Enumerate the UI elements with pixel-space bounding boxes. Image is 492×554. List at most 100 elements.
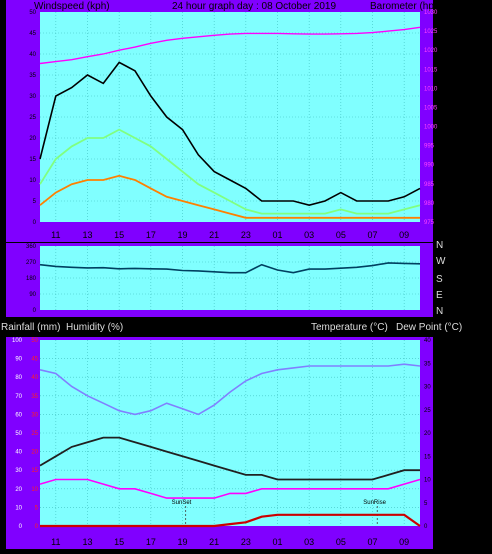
- x-tick-label: 15: [114, 230, 124, 240]
- y-tick-label: 30: [31, 412, 38, 418]
- y-tick-label: 5: [35, 505, 39, 511]
- y-tick-label: 360: [26, 244, 37, 250]
- y-tick-label: 30: [424, 385, 431, 391]
- y-tick-label: 25: [29, 115, 36, 121]
- top-x-axis: 11 13 15 17 19 21 23 01 03 05 07 09: [51, 230, 409, 240]
- gust-line: [39, 61, 421, 207]
- y-tick-label: 0: [33, 308, 37, 314]
- y-tick-label: 15: [29, 157, 36, 163]
- y-tick-label: 270: [26, 260, 37, 266]
- windspeed-axis-label: Windspeed (kph): [34, 1, 110, 12]
- direction-grid: [40, 246, 420, 310]
- y-tick-label: 30: [29, 94, 36, 100]
- humidity-line: [39, 363, 421, 416]
- x-tick-label: 15: [114, 537, 124, 547]
- y-tick-label: 1005: [424, 105, 438, 111]
- y-tick-label: 20: [15, 487, 22, 493]
- y-tick-label: 15: [31, 468, 38, 474]
- y-tick-label: 80: [15, 375, 22, 381]
- y-tick-label: 50: [29, 10, 36, 16]
- y-tick-label: 1020: [424, 48, 438, 54]
- barometer-line: [39, 26, 421, 65]
- y-tick-label: 20: [424, 431, 431, 437]
- y-tick-label: 1025: [424, 29, 438, 35]
- y-tick-label: 1015: [424, 67, 438, 73]
- x-tick-label: 05: [336, 230, 346, 240]
- x-tick-label: 03: [304, 230, 314, 240]
- rain-line: [40, 513, 421, 528]
- x-tick-label: 21: [209, 537, 219, 547]
- bottom-x-axis: 11 13 15 17 19 21 23 01 03 05 07 09: [51, 537, 409, 547]
- y-tick-label: 60: [15, 412, 22, 418]
- sunrise-label: SunRise: [363, 500, 386, 506]
- y-tick-label: 45: [31, 357, 38, 363]
- rainfall-axis-label: Rainfall (mm): [1, 322, 60, 333]
- x-tick-label: 11: [51, 230, 60, 240]
- direction-label-s: S: [436, 274, 443, 285]
- y-tick-label: 35: [29, 73, 36, 79]
- bottom-right-axis: 0 5 10 15 20 25 30 35 40: [424, 338, 431, 530]
- y-tick-label: 0: [424, 524, 428, 530]
- temperature-axis-label: Temperature (°C): [311, 322, 388, 333]
- label-strip-bg: [0, 318, 470, 336]
- x-tick-label: 19: [177, 537, 187, 547]
- humidity-axis-label: Humidity (%): [66, 322, 123, 333]
- y-tick-label: 100: [12, 338, 23, 344]
- x-tick-label: 23: [241, 537, 251, 547]
- y-tick-label: 0: [19, 524, 23, 530]
- x-tick-label: 01: [272, 230, 282, 240]
- direction-label-n1: N: [436, 240, 443, 251]
- y-tick-label: 15: [424, 454, 431, 460]
- low-wind-line: [39, 174, 420, 219]
- y-tick-label: 40: [31, 375, 38, 381]
- dew-point-axis-label: Dew Point (°C): [396, 322, 462, 333]
- y-tick-label: 10: [31, 487, 38, 493]
- y-tick-label: 50: [31, 338, 38, 344]
- x-tick-label: 01: [272, 537, 282, 547]
- y-tick-label: 40: [15, 450, 22, 456]
- y-tick-label: 20: [29, 136, 36, 142]
- y-tick-label: 40: [29, 52, 36, 58]
- sun-markers: SunSet SunRise: [172, 500, 387, 526]
- y-tick-label: 35: [424, 361, 431, 367]
- x-tick-label: 11: [51, 537, 60, 547]
- y-tick-label: 180: [26, 276, 37, 282]
- dew-point-line: [39, 478, 421, 499]
- y-tick-label: 975: [424, 220, 435, 226]
- y-tick-label: 50: [15, 431, 22, 437]
- x-tick-label: 05: [336, 537, 346, 547]
- avg-wind-line: [39, 128, 421, 215]
- bottom-series: [39, 363, 421, 528]
- x-tick-label: 13: [82, 537, 92, 547]
- x-tick-label: 03: [304, 537, 314, 547]
- y-tick-label: 5: [33, 199, 37, 205]
- y-tick-label: 20: [31, 450, 38, 456]
- y-tick-label: 1000: [424, 125, 438, 131]
- y-tick-label: 980: [424, 201, 435, 207]
- barometer-axis-label: Barometer (hpa): [370, 1, 443, 12]
- y-tick-label: 1010: [424, 86, 438, 92]
- y-tick-label: 10: [15, 505, 22, 511]
- y-tick-label: 1030: [424, 10, 438, 16]
- top-right-axis: 975 980 985 990 995 1000 1005 1010 1015 1020 1025 1…: [424, 10, 438, 226]
- direction-line: [39, 262, 421, 274]
- sunset-label: SunSet: [172, 500, 192, 506]
- y-tick-label: 30: [15, 468, 22, 474]
- y-tick-label: 990: [424, 163, 435, 169]
- y-tick-label: 985: [424, 182, 435, 188]
- x-tick-label: 17: [146, 230, 156, 240]
- x-tick-label: 09: [399, 230, 409, 240]
- x-tick-label: 23: [241, 230, 251, 240]
- y-tick-label: 90: [15, 357, 22, 363]
- chart-title: 24 hour graph day : 08 October 2019: [172, 1, 336, 12]
- y-tick-label: 70: [15, 394, 22, 400]
- direction-axis: 0 90 180 270 360: [26, 244, 37, 314]
- y-tick-label: 0: [35, 524, 39, 530]
- direction-label-e: E: [436, 290, 443, 301]
- y-tick-label: 90: [29, 292, 36, 298]
- y-tick-label: 25: [424, 408, 431, 414]
- y-tick-label: 0: [33, 220, 37, 226]
- top-series: [39, 26, 421, 219]
- x-tick-label: 19: [177, 230, 187, 240]
